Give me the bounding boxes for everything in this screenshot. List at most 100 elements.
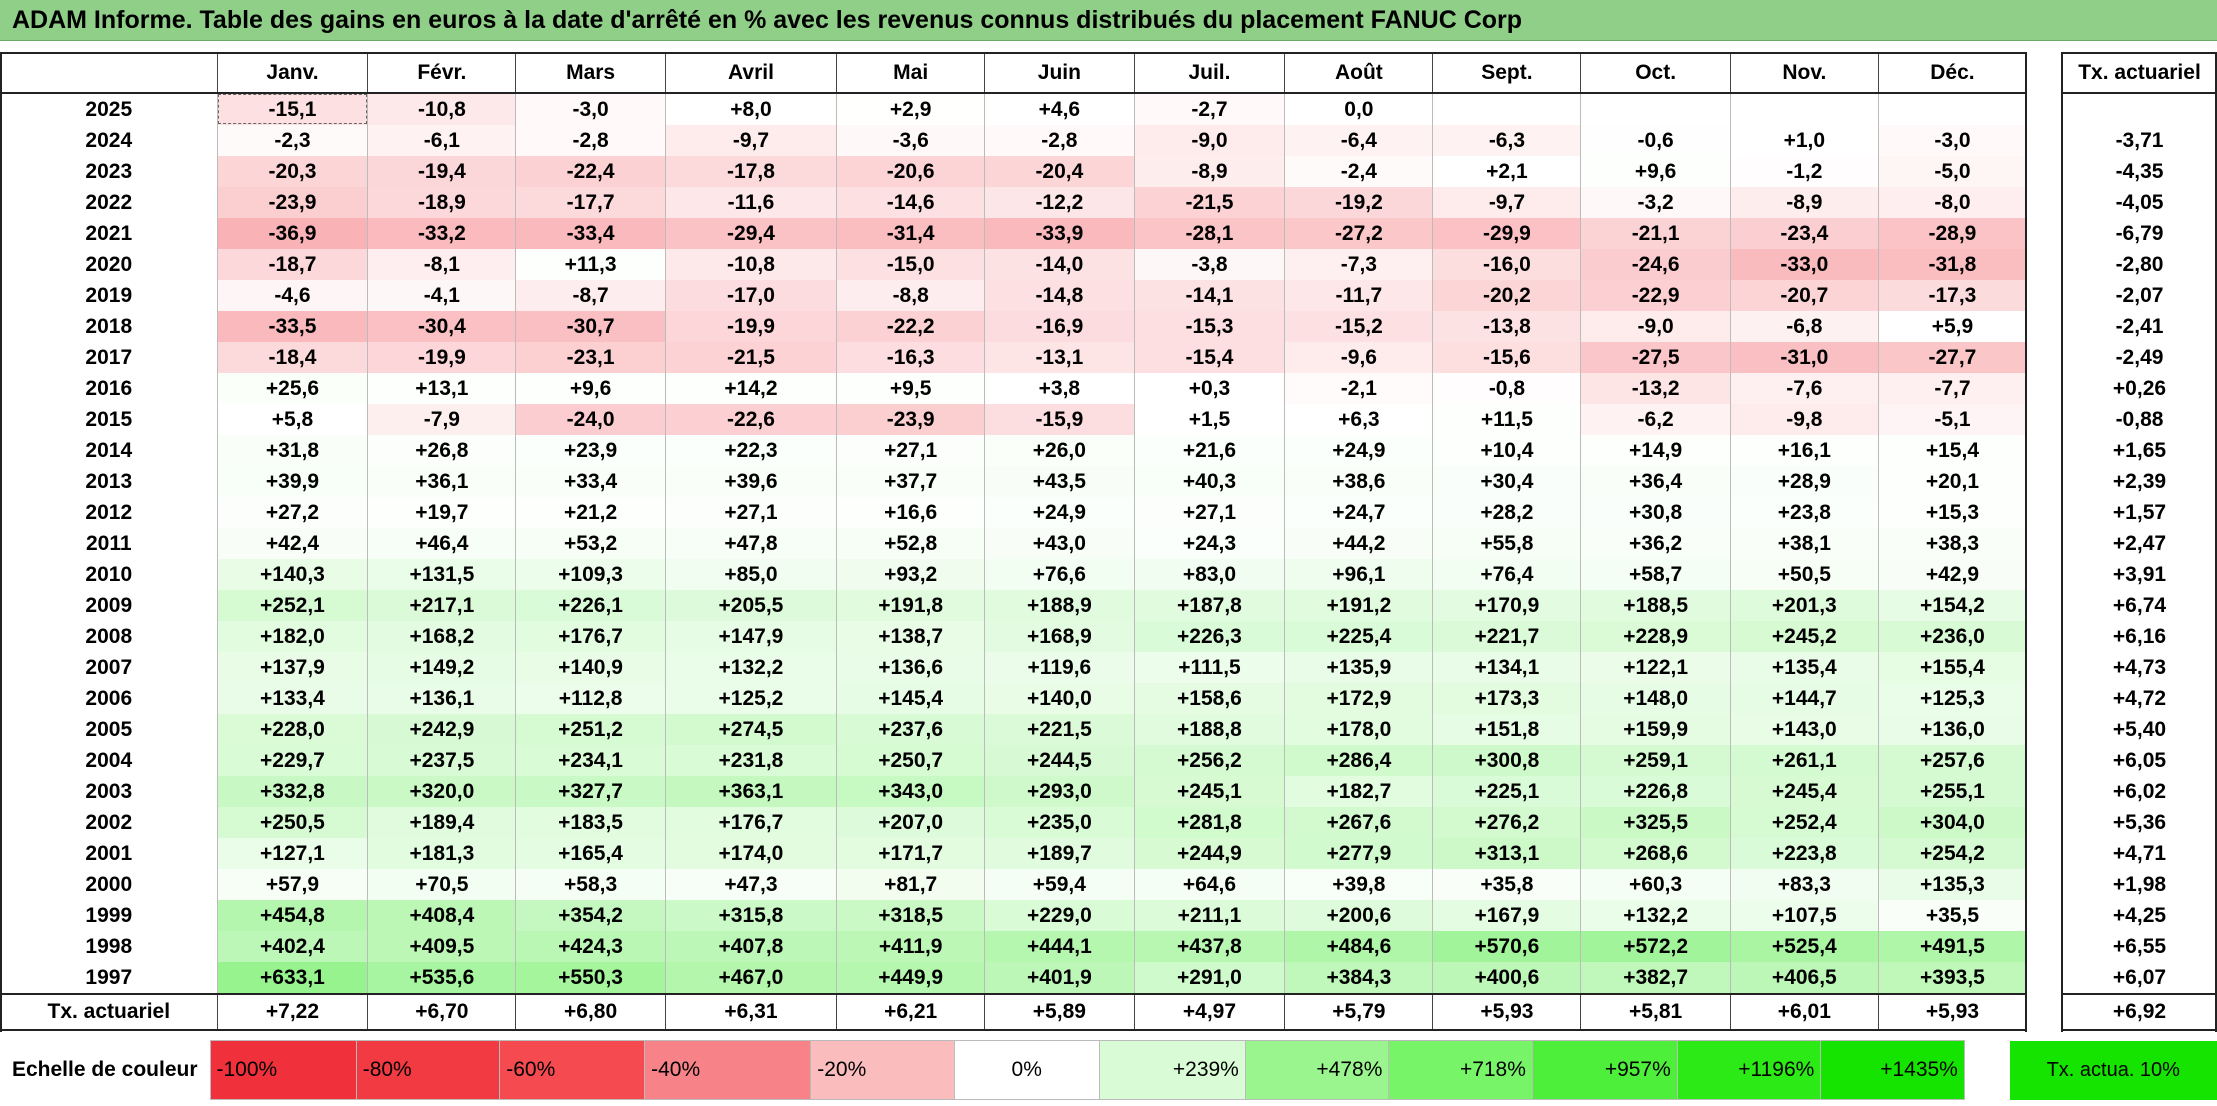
rate-cell: +6,02	[2061, 776, 2217, 807]
year-label: 2009	[0, 590, 218, 621]
rate-cell: +1,57	[2061, 497, 2217, 528]
value-cell: -6,3	[1432, 125, 1582, 156]
table-row: 2024 -2,3 -6,1 -2,8 -9,7 -3,6 -2,8 -9,0 -6,4 -6,3…	[0, 125, 2028, 156]
value-cell: +14,2	[664, 373, 838, 404]
value-cell: +401,9	[984, 962, 1135, 994]
table-row: 2011 +42,4 +46,4 +53,2 +47,8 +52,8 +43,0 +24,3 +…	[0, 528, 2028, 559]
value-cell: -14,1	[1133, 280, 1286, 311]
value-cell: +83,3	[1729, 869, 1879, 900]
table-row: 2013 +39,9 +36,1 +33,4 +39,6 +37,7 +43,5 +40,3 +…	[0, 466, 2028, 497]
table-row: 2018 -33,5 -30,4 -30,7 -19,9 -22,2 -16,9 -15,3-…	[0, 311, 2028, 342]
value-cell: -28,9	[1877, 218, 2028, 249]
month-header: Août	[1284, 52, 1434, 94]
rate-cell: +2,47	[2061, 528, 2217, 559]
value-cell: -31,8	[1877, 249, 2028, 280]
footer-label: Tx. actuariel	[0, 993, 218, 1031]
value-cell: +151,8	[1432, 714, 1582, 745]
value-cell: +131,5	[367, 559, 517, 590]
table-row: 2021 -36,9 -33,2 -33,4 -29,4 -31,4 -33,9 -28,1-…	[0, 218, 2028, 249]
value-cell: +167,9	[1432, 900, 1582, 931]
table-row: 2004 +229,7 +237,5 +234,1 +231,8 +250,7 +244,5…	[0, 745, 2028, 776]
value-cell: +484,6	[1284, 931, 1434, 962]
value-cell: -22,2	[836, 311, 986, 342]
value-cell: +11,5	[1432, 404, 1582, 435]
value-cell: -14,8	[984, 280, 1135, 311]
value-cell: +47,8	[664, 528, 838, 559]
year-label: 2016	[0, 373, 218, 404]
value-cell: -22,6	[664, 404, 838, 435]
value-cell: +30,8	[1580, 497, 1731, 528]
year-label: 2011	[0, 528, 218, 559]
legend-swatch: +957%	[1531, 1040, 1678, 1100]
value-cell: -8,0	[1877, 187, 2028, 218]
table-row: 2025 -15,1 -10,8 -3,0 +8,0 +2,9 +4,6 -2,7 0,0	[0, 93, 2028, 125]
value-cell: +5,9	[1877, 311, 2028, 342]
value-cell: +35,8	[1432, 869, 1582, 900]
value-cell: -4,6	[216, 280, 369, 311]
value-cell: -27,2	[1284, 218, 1434, 249]
value-cell: -23,9	[836, 404, 986, 435]
value-cell: +320,0	[367, 776, 517, 807]
value-cell: -3,8	[1133, 249, 1286, 280]
rate-cell: +6,05	[2061, 745, 2217, 776]
value-cell: -8,7	[515, 280, 666, 311]
value-cell: -15,6	[1432, 342, 1582, 373]
month-header: Déc.	[1877, 52, 2028, 94]
value-cell: +23,9	[515, 435, 666, 466]
table-row: 2017 -18,4 -19,9 -23,1 -21,5 -16,3 -13,1 -15,4-…	[0, 342, 2028, 373]
value-cell: +525,4	[1729, 931, 1879, 962]
value-cell: -2,8	[984, 125, 1135, 156]
rate-cell: -4,35	[2061, 156, 2217, 187]
year-label: 2021	[0, 218, 218, 249]
value-cell: +188,9	[984, 590, 1135, 621]
value-cell: +24,7	[1284, 497, 1434, 528]
value-cell: +400,6	[1432, 962, 1582, 994]
value-cell: +64,6	[1133, 869, 1286, 900]
value-cell: +182,0	[216, 621, 369, 652]
value-cell: -17,0	[664, 280, 838, 311]
value-cell: +35,5	[1877, 900, 2028, 931]
value-cell: -2,4	[1284, 156, 1434, 187]
value-cell: +28,9	[1729, 466, 1879, 497]
month-header: Sept.	[1432, 52, 1582, 94]
legend-side-swatch: Tx. actua. 10%	[2009, 1040, 2217, 1100]
year-label: 2025	[0, 93, 218, 125]
value-cell: +93,2	[836, 559, 986, 590]
value-cell	[1729, 93, 1879, 125]
value-cell: +411,9	[836, 931, 986, 962]
value-cell: +26,0	[984, 435, 1135, 466]
value-cell: +250,7	[836, 745, 986, 776]
value-cell: +81,7	[836, 869, 986, 900]
value-cell: -9,0	[1580, 311, 1731, 342]
value-cell: +277,9	[1284, 838, 1434, 869]
value-cell: +244,5	[984, 745, 1135, 776]
year-label: 2019	[0, 280, 218, 311]
value-cell: +83,0	[1133, 559, 1286, 590]
footer-rate-cell: +4,97	[1133, 993, 1286, 1031]
value-cell: +140,3	[216, 559, 369, 590]
value-cell: +138,7	[836, 621, 986, 652]
value-cell: +171,7	[836, 838, 986, 869]
value-cell: +437,8	[1133, 931, 1286, 962]
value-cell: +140,9	[515, 652, 666, 683]
value-cell: -21,5	[1133, 187, 1286, 218]
value-cell: -10,8	[664, 249, 838, 280]
value-cell: +148,0	[1580, 683, 1731, 714]
value-cell: +291,0	[1133, 962, 1286, 994]
value-cell: +235,0	[984, 807, 1135, 838]
value-cell: +231,8	[664, 745, 838, 776]
value-cell: +140,0	[984, 683, 1135, 714]
value-cell: -4,1	[367, 280, 517, 311]
value-cell: -17,3	[1877, 280, 2028, 311]
value-cell: +313,1	[1432, 838, 1582, 869]
value-cell: -0,8	[1432, 373, 1582, 404]
value-cell: +393,5	[1877, 962, 2028, 994]
value-cell: +245,1	[1133, 776, 1286, 807]
footer-rate-cell: +6,80	[515, 993, 666, 1031]
value-cell: +36,4	[1580, 466, 1731, 497]
value-cell: +38,1	[1729, 528, 1879, 559]
value-cell: +332,8	[216, 776, 369, 807]
year-label: 1999	[0, 900, 218, 931]
value-cell: -30,4	[367, 311, 517, 342]
value-cell: +318,5	[836, 900, 986, 931]
